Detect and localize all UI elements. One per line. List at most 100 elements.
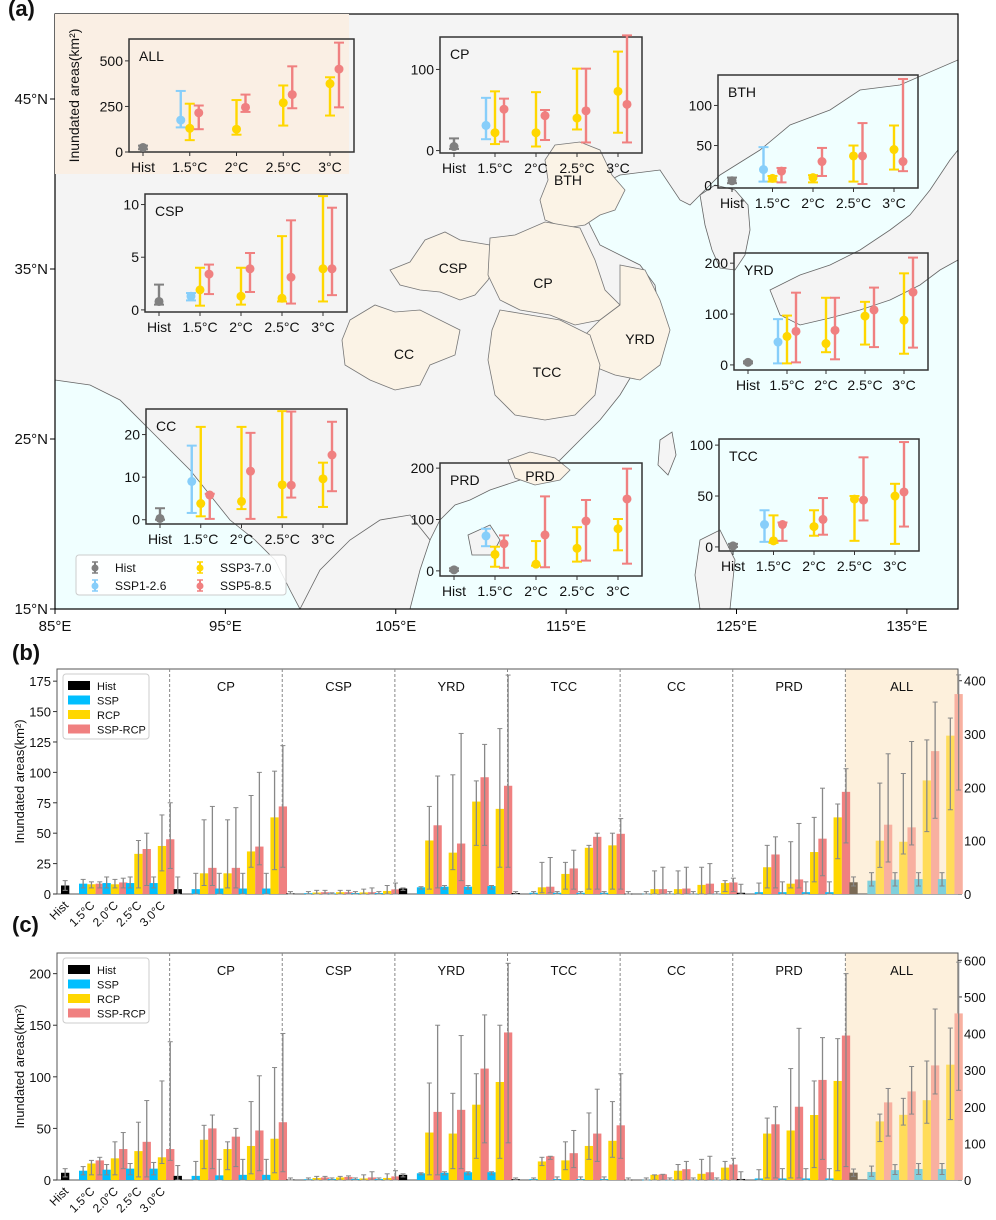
land-indochina <box>299 514 431 609</box>
errorbar-ssp5-8.5 <box>776 166 787 184</box>
bar-ssp <box>126 883 135 894</box>
bar-hist <box>398 1174 408 1180</box>
errorbar-ssp1-2.6 <box>481 96 491 141</box>
errorbar-ssp1-2.6 <box>759 509 770 543</box>
inset-x-tick-label: 2°C <box>229 319 253 335</box>
region-label-cc: CC <box>394 346 414 362</box>
bar-rcp <box>87 884 96 894</box>
errorbar-ssp3-7.0 <box>572 67 582 131</box>
inset-x-tick-label: 1.5°C <box>769 377 804 393</box>
group-label: TCC <box>550 963 577 978</box>
region-label-tcc: TCC <box>533 364 562 380</box>
bar-rcp <box>946 735 955 894</box>
inset-tcc: 0 50 100 Hist 1.5°C 2°C 2.5°C 3°C TCC <box>690 437 920 574</box>
map-x-tick-label: 85°E <box>39 618 72 635</box>
inset-x-tick-label: 2.5°C <box>265 531 300 547</box>
errorbar-mean-point <box>809 522 819 532</box>
legend-frame <box>62 957 150 1024</box>
errorbar-ssp3-7.0 <box>821 296 831 354</box>
errorbar-ssp5-8.5 <box>327 206 337 297</box>
errorbar-mean-point <box>613 524 623 534</box>
right-y-tick-label: 0 <box>964 1173 971 1188</box>
inset-frame <box>439 36 643 154</box>
legend-frame <box>62 673 150 740</box>
y-axis-label: Inundated areas(km²) <box>12 719 27 843</box>
errorbar-hist <box>449 565 459 575</box>
errorbar-ssp3-7.0 <box>848 144 859 183</box>
errorbar-mean-point <box>245 264 255 274</box>
right-y-tick-label: 100 <box>964 834 986 849</box>
inset-x-tick-label: 1.5°C <box>477 160 512 176</box>
errorbar-ssp3-7.0 <box>572 526 582 563</box>
errorbar-mean-point <box>286 272 296 282</box>
panel-label-b: (b) <box>12 640 41 665</box>
inset-x-tick-label: 1.5°C <box>756 558 791 574</box>
inset-x-tick-label: 1.5°C <box>172 159 207 175</box>
inset-csp: 0 5 10 Hist 1.5°C 2°C 2.5°C 3°C CSP <box>123 193 348 335</box>
errorbar-ssp5-8.5 <box>193 104 204 131</box>
bar-ssp <box>463 886 473 894</box>
legend-marker-point <box>91 564 99 572</box>
left-y-tick-label: 50 <box>37 826 51 841</box>
inset-x-tick-label: 2.5°C <box>264 319 299 335</box>
map-y-tick-label: 15°N <box>14 601 48 618</box>
inset-y-tick-label: 0 <box>426 143 434 159</box>
errorbar-ssp5-8.5 <box>817 146 827 177</box>
right-y-tick-label: 600 <box>964 953 986 968</box>
region-label-cp: CP <box>533 275 552 291</box>
inset-y-tick-label: 500 <box>100 53 124 69</box>
errorbar-mean-point <box>743 357 753 367</box>
errorbar-mean-point <box>176 115 186 125</box>
errorbar-mean-point <box>531 559 541 569</box>
errorbar-mean-point <box>889 145 899 155</box>
bar-ssp-rcp <box>546 1156 555 1180</box>
errorbar-ssp3-7.0 <box>318 195 328 303</box>
bar-ssp <box>79 1170 88 1180</box>
errorbar-mean-point <box>817 157 827 167</box>
map-x-tick-label: 95°E <box>209 618 242 635</box>
errorbar-mean-point <box>572 543 582 553</box>
bar-ssp <box>890 879 900 894</box>
errorbar-hist <box>154 283 164 306</box>
errorbar-mean-point <box>830 325 840 335</box>
left-y-tick-label: 150 <box>29 705 51 720</box>
left-y-tick-label: 100 <box>29 765 51 780</box>
errorbar-mean-point <box>186 291 196 301</box>
group-prd: PRD <box>736 963 851 1181</box>
bar-ssp <box>440 886 449 894</box>
group-csp: CSP <box>286 963 400 1181</box>
errorbar-mean-point <box>327 264 337 274</box>
errorbar-mean-point <box>318 264 328 274</box>
errorbar-ssp3-7.0 <box>195 425 206 518</box>
inset-x-tick-label: 2.5°C <box>559 583 594 599</box>
errorbar-ssp5-8.5 <box>581 498 591 562</box>
right-y-tick-label: 200 <box>964 1100 986 1115</box>
map-panel: BTH CSP CP YRD CC TCC PRD 85°E 95°E 105°E 115°E 12… <box>14 13 959 635</box>
errorbar-ssp5-8.5 <box>204 263 214 296</box>
errorbar-mean-point <box>849 151 858 161</box>
right-y-tick-label: 300 <box>964 727 986 742</box>
errorbar-mean-point <box>773 337 783 347</box>
group-label: ALL <box>890 963 913 978</box>
map-x-tick-label: 105°E <box>375 618 416 635</box>
legend-swatch-hist <box>68 681 90 690</box>
errorbar-ssp5-8.5 <box>899 441 909 528</box>
errorbar-ssp5-8.5 <box>818 497 828 536</box>
errorbar-ssp5-8.5 <box>286 219 296 305</box>
errorbar-mean-point <box>540 111 550 121</box>
inset-x-tick-label: 2.5°C <box>266 159 301 175</box>
inset-y-tick-label: 250 <box>100 98 124 114</box>
bar-ssp-rcp <box>930 1065 940 1180</box>
errorbar-ssp1-2.6 <box>758 146 769 183</box>
errorbar-mean-point <box>728 541 738 551</box>
inset-x-tick-label: Hist <box>442 160 466 176</box>
errorbar-ssp5-8.5 <box>777 520 788 542</box>
map-y-tick-label: 35°N <box>14 261 48 278</box>
region-label-csp: CSP <box>439 260 468 276</box>
region-tcc <box>487 309 601 421</box>
errorbar-mean-point <box>850 494 859 504</box>
errorbar-ssp3-7.0 <box>849 494 860 542</box>
errorbar-mean-point <box>232 124 241 134</box>
errorbar-hist <box>743 357 753 367</box>
